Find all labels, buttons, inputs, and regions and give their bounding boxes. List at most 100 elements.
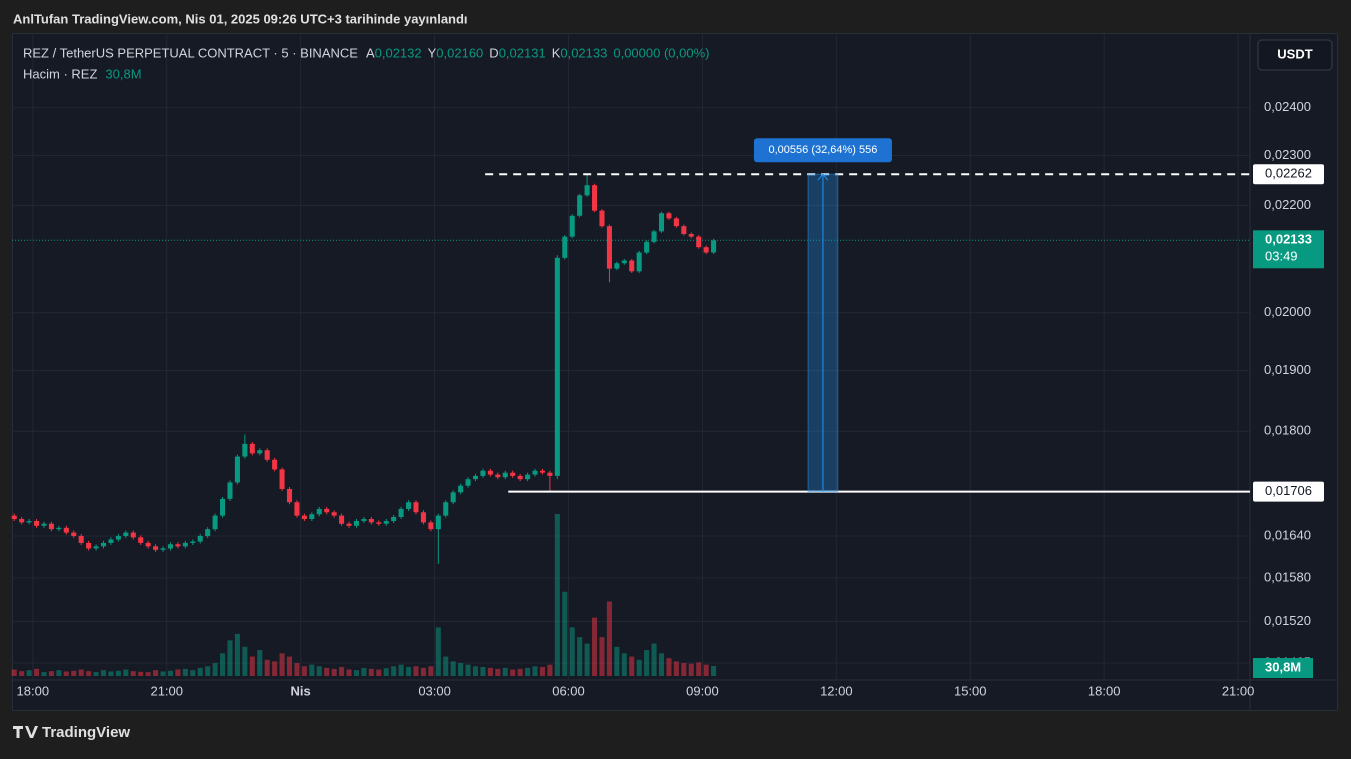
volume-bar	[577, 637, 583, 676]
volume-bar	[220, 653, 226, 676]
volume-bar	[286, 656, 293, 676]
legend-ohlc-value: 0,02132	[375, 45, 422, 60]
volume-bar	[26, 670, 32, 676]
candle-body	[465, 479, 471, 486]
volume-bar	[234, 633, 240, 676]
volume-bar	[428, 666, 434, 676]
chart-panel	[12, 33, 1338, 711]
volume-bar	[34, 668, 40, 676]
volume-bar	[391, 666, 397, 676]
legend-symbol: REZ / TetherUS PERPETUAL CONTRACT · 5 · …	[23, 45, 358, 60]
volume-bar	[383, 668, 389, 676]
y-tick-label: 0,02400	[1264, 99, 1311, 114]
volume-bar	[212, 663, 218, 676]
y-tick-label: 0,01900	[1264, 362, 1311, 377]
candle-body	[606, 226, 612, 269]
legend-volume-name: Hacim · REZ	[23, 66, 97, 81]
volume-bar	[93, 672, 99, 676]
currency-button[interactable]	[1257, 39, 1333, 71]
footer-brand: TradingView	[42, 724, 130, 741]
candle-body	[264, 450, 270, 460]
volume-bar	[346, 669, 352, 676]
horizontal-line-label: 0,02262	[1265, 166, 1312, 181]
candle-body	[100, 542, 107, 547]
volume-bar	[86, 671, 92, 676]
volume-bar	[48, 671, 54, 676]
candle-body	[71, 532, 77, 537]
candle-body	[681, 226, 687, 234]
volume-bar	[644, 650, 650, 676]
candle-body	[242, 443, 248, 457]
x-tick-label: 15:00	[954, 683, 987, 698]
volume-pane	[11, 513, 717, 676]
volume-bar	[123, 669, 129, 676]
candle-body	[420, 512, 426, 523]
candle-body	[383, 521, 389, 524]
candle-body	[197, 536, 203, 542]
volume-bar	[331, 668, 337, 676]
volume-bar	[272, 661, 278, 676]
candle-body	[63, 527, 69, 533]
candle-body	[130, 532, 136, 538]
candle-body	[525, 474, 531, 480]
candle-body	[220, 498, 226, 516]
candle-body	[376, 522, 382, 524]
candle-body	[450, 492, 456, 503]
countdown-label: 03:49	[1265, 249, 1298, 264]
candle-body	[666, 213, 672, 219]
volume-bar	[510, 669, 516, 676]
candle-body	[286, 488, 293, 503]
volume-bar	[376, 669, 382, 676]
candle-body	[249, 443, 255, 454]
candle-body	[272, 459, 278, 470]
legend-change: 0,00000 (0,00%)	[613, 45, 709, 60]
candle-body	[644, 241, 650, 253]
candle-body	[487, 470, 493, 475]
volume-bar	[160, 671, 166, 676]
x-tick-label: 12:00	[820, 683, 853, 698]
candle-body	[368, 518, 374, 523]
candle-body	[331, 512, 337, 516]
volume-bar	[472, 666, 479, 676]
legend-ohlc-value: 0,02160	[436, 45, 483, 60]
volume-bar	[190, 670, 196, 676]
candle-body	[309, 514, 315, 519]
candle-body	[547, 472, 553, 476]
currency[interactable]: USDT	[1277, 46, 1312, 61]
candle-body	[227, 482, 233, 499]
volume-bar	[673, 661, 679, 676]
volume-bar	[279, 653, 285, 676]
candle-body	[153, 546, 159, 550]
candle-body	[234, 456, 240, 483]
candle-body	[339, 515, 345, 524]
candle-body	[532, 470, 538, 475]
volume-bar	[197, 667, 203, 676]
volume-bar	[11, 669, 17, 676]
candle-body	[205, 529, 211, 537]
volume-bar	[703, 664, 709, 676]
volume-bar	[420, 667, 426, 676]
last-price-badge	[1253, 230, 1324, 269]
candle-body	[502, 472, 508, 478]
volume-bar	[167, 670, 173, 676]
x-tick-label: 03:00	[418, 683, 451, 698]
candle-body	[115, 536, 121, 540]
y-tick-label: 0,01640	[1264, 527, 1311, 542]
volume-bar	[450, 661, 456, 676]
candle-body	[78, 536, 84, 543]
y-tick-label: 0,02300	[1264, 147, 1311, 162]
candle-body	[406, 502, 412, 509]
candle-body	[539, 470, 545, 473]
candle-body	[391, 516, 397, 522]
legend-ohlc-value: 0,02131	[499, 45, 546, 60]
candles	[11, 174, 717, 564]
candle-body	[108, 539, 114, 543]
candle-body	[510, 472, 516, 476]
last-price-label: 0,02133	[1265, 232, 1312, 247]
candle-body	[41, 523, 47, 526]
measure-label: 0,00556 (32,64%) 556	[769, 144, 878, 156]
candle-body	[562, 236, 568, 258]
candle-body	[324, 508, 330, 513]
legend-ohlc-key: A	[366, 45, 375, 60]
